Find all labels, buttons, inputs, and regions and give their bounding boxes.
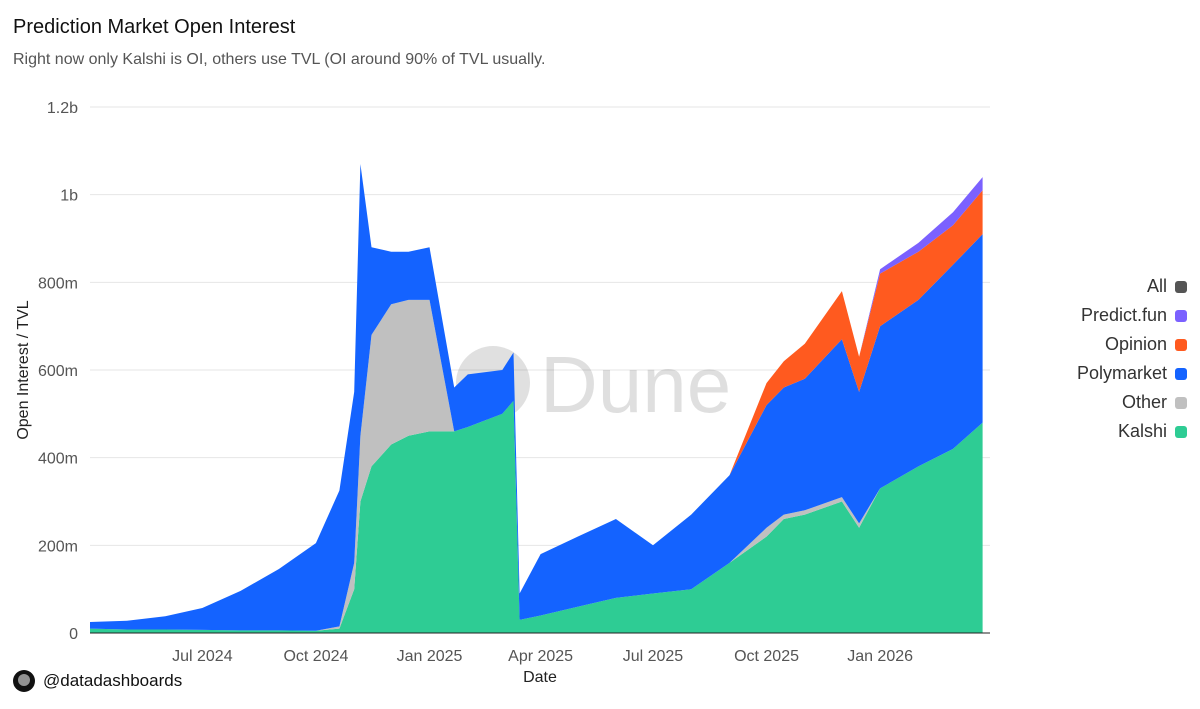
chart-subtitle: Right now only Kalshi is OI, others use … — [13, 51, 546, 68]
legend-swatch-icon — [1175, 338, 1187, 351]
x-tick-label: Jul 2024 — [172, 648, 233, 665]
y-axis-title: Open Interest / TVL — [15, 300, 32, 439]
legend-item-all[interactable]: All — [1077, 272, 1187, 301]
footer: @datadashboards — [13, 670, 182, 692]
y-tick-label: 800m — [38, 275, 78, 292]
x-tick-label: Oct 2025 — [734, 648, 799, 665]
legend-swatch-icon — [1175, 280, 1187, 293]
x-axis-title: Date — [523, 669, 557, 686]
x-tick-label: Jan 2025 — [397, 648, 463, 665]
legend-label: Other — [1121, 392, 1167, 412]
chart-title: Prediction Market Open Interest — [13, 16, 296, 38]
x-tick-label: Jan 2026 — [847, 648, 913, 665]
legend-label: Polymarket — [1076, 363, 1167, 383]
author-handle: @datadashboards — [43, 671, 183, 690]
legend-label: Kalshi — [1117, 421, 1167, 441]
y-tick-label: 1b — [60, 188, 78, 205]
legend-label: Predict.fun — [1080, 305, 1167, 325]
y-tick-label: 600m — [38, 363, 78, 380]
area-series-polymarket — [90, 164, 983, 631]
legend-item-predict-fun[interactable]: Predict.fun — [1077, 301, 1187, 330]
legend-swatch-icon — [1175, 396, 1187, 409]
chart-legend: All Predict.fun Opinion Polymarket Other Kals… — [1077, 272, 1187, 446]
legend-swatch-icon — [1175, 309, 1187, 322]
y-tick-label: 1.2b — [47, 100, 78, 117]
x-tick-label: Apr 2025 — [508, 648, 573, 665]
legend-item-opinion[interactable]: Opinion — [1077, 330, 1187, 359]
legend-label: Opinion — [1104, 334, 1167, 354]
legend-item-polymarket[interactable]: Polymarket — [1077, 359, 1187, 388]
x-tick-label: Jul 2025 — [623, 648, 684, 665]
y-tick-label: 0 — [69, 626, 78, 643]
area-series-kalshi — [90, 400, 983, 633]
legend-swatch-icon — [1175, 425, 1187, 438]
watermark-text: Dune — [540, 340, 731, 429]
legend-item-kalshi[interactable]: Kalshi — [1077, 417, 1187, 446]
x-tick-label: Oct 2024 — [283, 648, 348, 665]
avatar-icon — [13, 670, 35, 692]
legend-label: All — [1146, 276, 1167, 296]
legend-swatch-icon — [1175, 367, 1187, 380]
y-tick-label: 200m — [38, 538, 78, 555]
legend-item-other[interactable]: Other — [1077, 388, 1187, 417]
y-tick-label: 400m — [38, 451, 78, 468]
